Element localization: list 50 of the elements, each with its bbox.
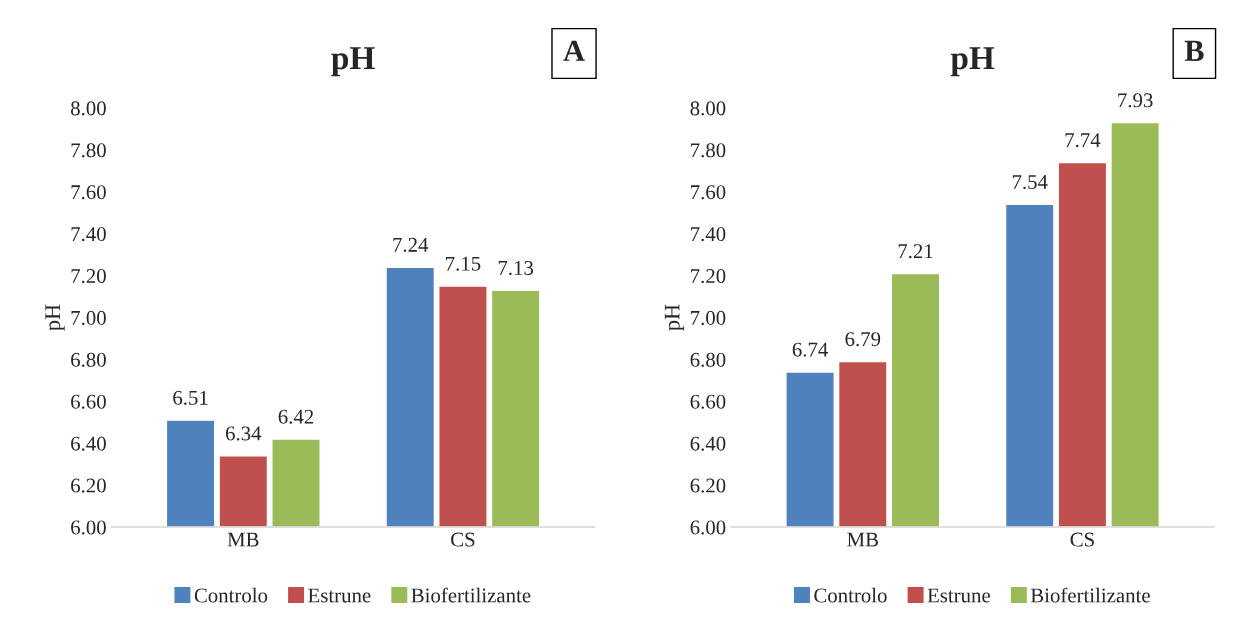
legend-label: Estrune <box>308 588 371 603</box>
x-tick-label: MB <box>847 532 878 547</box>
y-tick-label: 6.40 <box>690 436 726 451</box>
legend-label: Biofertilizante <box>411 587 531 603</box>
legend-label: Estrune <box>927 588 990 603</box>
x-tick-label: CS <box>451 532 475 547</box>
y-tick-label: 7.80 <box>71 143 106 158</box>
legend-label: Controlo <box>194 587 268 603</box>
x-tick-label: MB <box>227 532 259 547</box>
y-tick-label: 6.20 <box>690 478 726 493</box>
data-label: 7.13 <box>498 260 534 276</box>
data-label: 7.54 <box>1012 175 1048 190</box>
y-tick-label: 6.00 <box>71 520 106 535</box>
data-label: 7.21 <box>898 244 933 259</box>
y-tick-label: 7.00 <box>71 310 106 326</box>
y-tick-label: 6.40 <box>71 436 106 451</box>
y-tick-label: 6.80 <box>71 352 106 367</box>
text: A <box>563 40 585 61</box>
y-tick-label: 8.00 <box>690 101 726 116</box>
y-tick-label: 7.80 <box>691 143 726 158</box>
data-label: 7.24 <box>393 237 429 252</box>
text: B <box>1184 40 1204 61</box>
y-tick-label: 6.80 <box>690 352 726 367</box>
data-label: 6.74 <box>792 342 828 357</box>
y-axis-title: pH <box>45 304 65 331</box>
data-label: 6.42 <box>278 409 314 424</box>
y-axis-title: pH <box>664 304 685 331</box>
y-tick-label: 7.20 <box>71 268 106 284</box>
y-tick-label: 8.00 <box>70 101 106 116</box>
y-tick-label: 7.60 <box>691 185 726 200</box>
data-label: 6.34 <box>225 426 262 441</box>
x-tick-label: CS <box>1070 532 1094 547</box>
y-tick-label: 6.00 <box>690 520 726 535</box>
y-tick-label: 7.20 <box>691 268 726 284</box>
chart-title: pH <box>950 47 995 77</box>
data-label: 6.51 <box>173 390 208 405</box>
data-label: 7.74 <box>1065 133 1101 148</box>
y-tick-label: 7.40 <box>71 227 106 242</box>
y-tick-label: 7.40 <box>691 227 726 242</box>
y-tick-label: 7.00 <box>691 310 726 326</box>
y-tick-label: 6.60 <box>71 394 106 409</box>
legend-label: Biofertilizante <box>1030 587 1150 603</box>
data-label: 6.79 <box>845 332 881 347</box>
legend-label: Controlo <box>814 587 887 603</box>
data-label: 7.93 <box>1118 93 1153 108</box>
y-tick-label: 6.60 <box>690 394 726 409</box>
data-label: 7.15 <box>446 256 481 271</box>
y-tick-label: 6.20 <box>71 478 106 493</box>
chart-title: pH <box>331 47 375 77</box>
y-tick-label: 7.60 <box>71 185 106 200</box>
